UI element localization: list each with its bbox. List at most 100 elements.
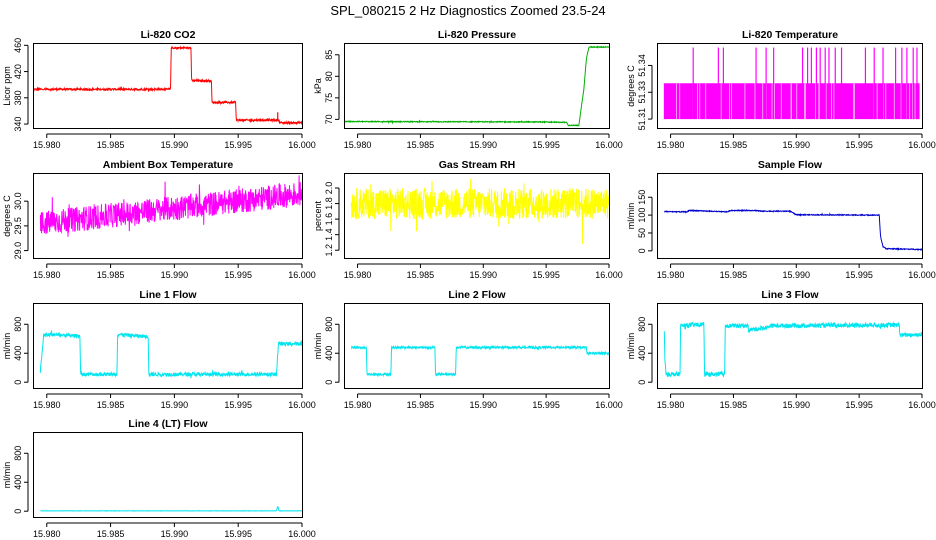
panel-4-title: Ambient Box Temperature — [103, 159, 234, 171]
panel-6-x-tick-label-2: 15.985 — [720, 270, 748, 280]
panel-4-series — [39, 175, 302, 237]
panel-6-x-tick-label-4: 15.995 — [845, 270, 873, 280]
panel-10-series-line-1 — [40, 505, 302, 512]
panel-4-y-tick-label-3: 30.0 — [13, 192, 23, 210]
panel-7-x-tick-label-2: 15.985 — [97, 400, 125, 410]
panel-2-x-tick-label-4: 15.995 — [532, 140, 560, 150]
panel-9-series-line-1 — [663, 321, 922, 378]
panel-6-x-tick-label-3: 15.990 — [783, 270, 811, 280]
panel-10-frame — [33, 432, 303, 518]
panel-8-x-tick-label-3: 15.990 — [470, 400, 498, 410]
panel-6-series-line-1 — [664, 208, 922, 252]
panel-1: Li-820 CO2 Licor ppm 15.980 15.985 15.990 15.… — [2, 29, 316, 150]
panel-5-y-tick-label-3: 1.6 — [324, 213, 334, 226]
panel-9-x-tick-label-1: 15.980 — [657, 400, 685, 410]
panel-7-x-tick-label-4: 15.995 — [224, 400, 252, 410]
panel-10-title: Line 4 (LT) Flow — [128, 418, 208, 430]
panel-5-series — [350, 178, 609, 244]
panel-3-x-tick-label-5: 16.000 — [908, 140, 936, 150]
panel-5-x-tick-label-4: 15.995 — [532, 270, 560, 280]
panel-7-x-tick-label-5: 16.000 — [288, 400, 316, 410]
panel-7-x-tick-label-3: 15.990 — [161, 400, 189, 410]
panel-6-y-tick-label-2: 50 — [637, 228, 647, 238]
panel-8-y-tick-label-1: 0 — [324, 380, 334, 385]
panel-8-y-tick-label-3: 800 — [324, 317, 334, 332]
panel-1-y-tick-label-2: 380 — [13, 90, 23, 105]
panel-7-series — [39, 330, 302, 379]
panel-4-y-tick-label-1: 29.0 — [13, 242, 23, 260]
panel-1-y-tick-label-3: 420 — [13, 64, 23, 79]
panel-5-series-line-1 — [350, 178, 609, 244]
panel-4-x-tick-label-1: 15.980 — [33, 270, 61, 280]
panel-8-series-line-1 — [350, 344, 609, 378]
panel-8-x-tick-label-4: 15.995 — [532, 400, 560, 410]
panel-1-x-tick-label-4: 15.995 — [224, 140, 252, 150]
panel-7-y-tick-label-1: 0 — [13, 380, 23, 385]
panel-1-x-tick-label-3: 15.990 — [161, 140, 189, 150]
panel-grid: Li-820 CO2 Licor ppm 15.980 15.985 15.990 15.… — [2, 29, 936, 539]
panel-10-y-tick-label-1: 0 — [13, 509, 23, 514]
panel-5-x-tick-label-3: 15.990 — [470, 270, 498, 280]
panel-3-y-tick-label-3: 51.34 — [637, 54, 647, 77]
panel-5: Gas Stream RH percent 15.980 15.985 15.990 15… — [313, 159, 623, 280]
panel-3-x-tick-label-4: 15.995 — [845, 140, 873, 150]
panel-5-y-tick-label-2: 1.4 — [324, 228, 334, 241]
panel-7-frame — [33, 303, 303, 389]
panel-8-x-tick-label-1: 15.980 — [344, 400, 372, 410]
panel-9-x-tick-label-4: 15.995 — [845, 400, 873, 410]
panel-4-x-tick-label-2: 15.985 — [97, 270, 125, 280]
panel-2: Li-820 Pressure kPa 15.980 15.985 15.990 15.9… — [313, 29, 623, 150]
panel-6: Sample Flow ml/min 15.980 15.985 15.990 15.99… — [626, 159, 936, 280]
panel-8-title: Line 2 Flow — [448, 289, 506, 301]
panel-6-frame — [657, 173, 923, 259]
panel-2-y-tick-label-3: 80 — [324, 71, 334, 81]
panel-3-series — [663, 47, 920, 120]
panel-5-frame — [344, 173, 610, 259]
panel-1-x-tick-label-2: 15.985 — [97, 140, 125, 150]
panel-4-x-tick-label-3: 15.990 — [161, 270, 189, 280]
panel-9-series — [663, 321, 922, 378]
panel-1-y-tick-label-4: 460 — [13, 38, 23, 53]
panel-8: Line 2 Flow ml/min 15.980 15.985 15.990 15.99… — [313, 289, 623, 410]
panel-2-title: Li-820 Pressure — [438, 29, 516, 41]
panel-9-title: Line 3 Flow — [761, 289, 819, 301]
figure-title: SPL_080215 2 Hz Diagnostics Zoomed 23.5-… — [330, 3, 605, 18]
panel-2-x-tick-label-3: 15.990 — [470, 140, 498, 150]
panel-7: Line 1 Flow ml/min 15.980 15.985 15.990 15.99… — [2, 289, 316, 410]
panel-3-title: Li-820 Temperature — [742, 29, 838, 41]
panel-1-series-line-1 — [34, 45, 302, 126]
panel-9-y-axis-label: ml/min — [626, 333, 636, 360]
panel-6-title: Sample Flow — [758, 159, 823, 171]
panel-9-frame — [657, 303, 923, 389]
panel-1-frame — [33, 43, 303, 129]
panel-2-series-line-1 — [345, 45, 609, 127]
panel-4-series-line-1 — [39, 175, 302, 237]
panel-8-y-axis-label: ml/min — [313, 333, 323, 360]
panel-5-y-axis-label: percent — [313, 200, 323, 231]
panel-3-y-tick-label-1: 51.31 — [637, 108, 647, 131]
panel-6-series — [664, 208, 922, 252]
panel-7-title: Line 1 Flow — [139, 289, 197, 301]
panel-5-x-tick-label-5: 16.000 — [595, 270, 623, 280]
panel-3-x-tick-label-3: 15.990 — [783, 140, 811, 150]
panel-4-y-tick-label-2: 29.5 — [13, 217, 23, 235]
panel-8-x-tick-label-5: 16.000 — [595, 400, 623, 410]
panel-9-y-tick-label-3: 800 — [637, 317, 647, 332]
panel-3-y-axis-label: degrees C — [626, 65, 636, 107]
panel-4: Ambient Box Temperature degrees C 15.980 15… — [2, 159, 316, 280]
panel-10-x-tick-label-2: 15.985 — [97, 529, 125, 539]
panel-6-y-tick-label-1: 0 — [637, 248, 647, 253]
panel-9-x-tick-label-3: 15.990 — [783, 400, 811, 410]
panel-9: Line 3 Flow ml/min 15.980 15.985 15.990 15.99… — [626, 289, 936, 410]
panel-7-y-tick-label-3: 800 — [13, 317, 23, 332]
panel-10-y-tick-label-3: 800 — [13, 446, 23, 461]
panel-10-x-tick-label-1: 15.980 — [33, 529, 61, 539]
panel-9-x-tick-label-2: 15.985 — [720, 400, 748, 410]
panel-1-y-tick-label-1: 340 — [13, 117, 23, 132]
panel-10-x-tick-label-4: 15.995 — [224, 529, 252, 539]
panel-2-x-tick-label-1: 15.980 — [344, 140, 372, 150]
panel-4-frame — [33, 173, 303, 259]
panel-5-x-tick-label-2: 15.985 — [407, 270, 435, 280]
panel-2-frame — [344, 43, 610, 129]
